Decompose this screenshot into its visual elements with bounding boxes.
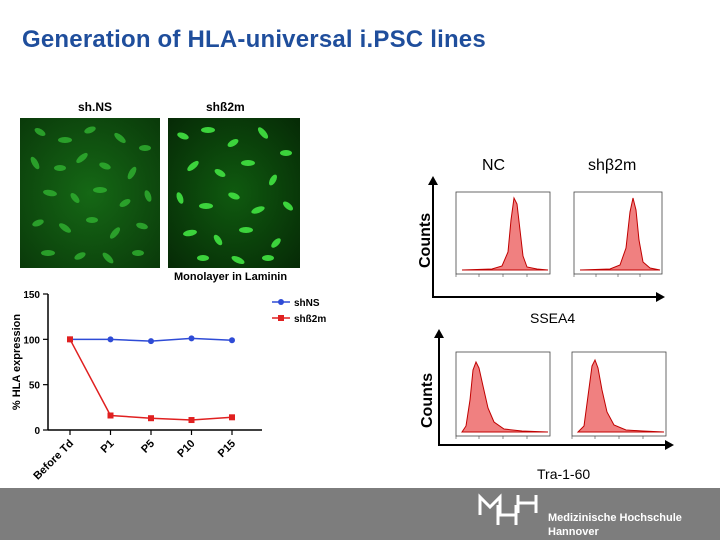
image-label-shb2m: shß2m [206, 100, 245, 114]
top-x-axis-arrow-icon [656, 292, 665, 302]
counts-label-top: Counts [417, 212, 434, 268]
y-tick-label: 100 [23, 335, 40, 346]
x-tick-label: P10 [175, 438, 197, 460]
data-point-shns [148, 338, 154, 345]
microscopy-image-shns [20, 118, 160, 268]
legend-label-1: shß2m [294, 314, 326, 325]
legend-marker-shns [278, 299, 284, 305]
x-tick-label: P1 [99, 438, 117, 456]
footer-bar [0, 488, 720, 540]
image-label-shns: sh.NS [78, 100, 113, 114]
x-tick-label: P5 [139, 438, 157, 456]
cells-shns-graphic [20, 118, 160, 268]
series-line-shb2m [69, 338, 233, 421]
ssea4-label: SSEA4 [530, 310, 576, 326]
x-tick-label: Before Td [31, 438, 76, 483]
bottom-x-axis-arrow-icon [665, 440, 674, 450]
chart-legend: shNS shß2m [272, 298, 326, 325]
y-tick-label: 0 [34, 426, 40, 437]
shb2m-flow-label: shβ2m [588, 157, 637, 174]
y-axis-label: % HLA expression [11, 314, 23, 410]
image-caption: Monolayer in Laminin [174, 271, 288, 283]
data-point-shb2m [188, 417, 195, 424]
top-y-axis-line [432, 180, 434, 297]
bottom-y-axis-line [438, 333, 440, 445]
tra-label: Tra-1-60 [537, 466, 591, 482]
top-x-axis-line [432, 296, 662, 298]
histogram-nc-tra [455, 351, 551, 439]
legend-label-0: shNS [294, 298, 320, 309]
chart-axes: 0 50 100 150 Before Td P1 P5 P10 P15 % HLA expres… [11, 290, 262, 482]
institution-line-2: Hannover [548, 526, 599, 538]
top-y-axis-arrow-icon [428, 176, 438, 185]
x-tick-label: P15 [216, 438, 238, 460]
histogram-nc-ssea4 [455, 191, 551, 277]
data-point-shb2m [148, 415, 154, 422]
cells-shb2m-graphic [168, 118, 300, 268]
data-point-shns [188, 335, 195, 342]
bottom-x-axis-line [438, 444, 670, 446]
institution-line-1: Medizinische Hochschule [548, 512, 682, 524]
data-point-shns [229, 337, 235, 344]
microscopy-image-shb2m [168, 118, 300, 268]
bottom-y-axis-arrow-icon [434, 329, 444, 338]
mhh-logo-icon [478, 493, 538, 525]
histogram-shb2m-ssea4 [573, 191, 663, 277]
legend-marker-shb2m [278, 315, 284, 321]
institution-name: Medizinische Hochschule Hannover [548, 511, 682, 539]
data-point-shb2m [67, 336, 73, 343]
y-tick-label: 150 [23, 290, 40, 301]
histogram-shb2m-tra [571, 351, 667, 439]
nc-label: NC [482, 157, 506, 174]
data-point-shb2m [107, 412, 114, 419]
hla-expression-chart: 0 50 100 150 Before Td P1 P5 P10 P15 % HLA expres… [11, 290, 326, 482]
chart-series [67, 335, 235, 424]
slide-title: Generation of HLA-universal i.PSC lines [22, 26, 486, 53]
y-tick-label: 50 [29, 381, 41, 392]
data-point-shns [107, 336, 114, 343]
counts-label-bottom: Counts [419, 372, 436, 428]
data-point-shb2m [229, 414, 235, 421]
